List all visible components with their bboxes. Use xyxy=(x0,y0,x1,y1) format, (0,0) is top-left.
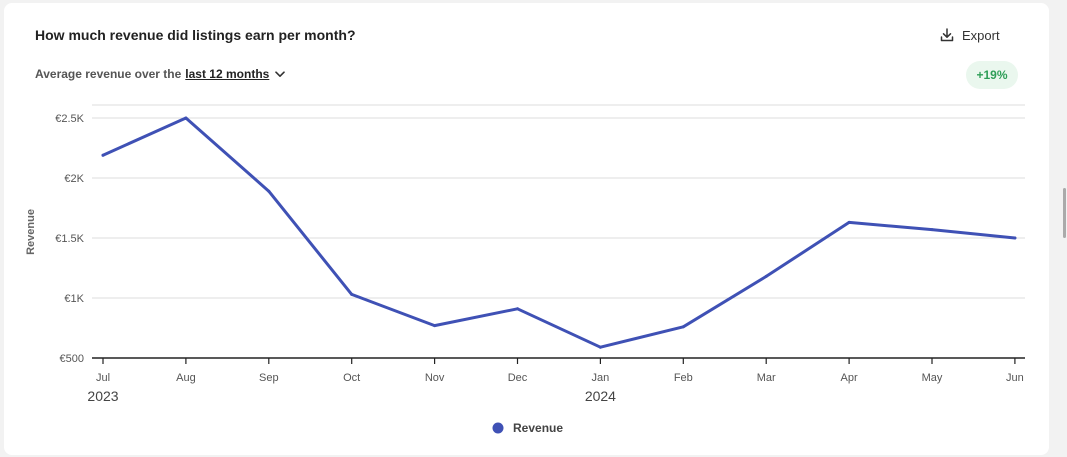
y-tick-label: €1K xyxy=(64,293,84,305)
year-label: 2024 xyxy=(585,388,616,404)
y-tick-label: €2K xyxy=(64,173,84,185)
series-layer xyxy=(101,116,1017,349)
x-tick-label: May xyxy=(922,372,943,384)
data-point xyxy=(930,228,934,232)
y-tick-label: €2.5K xyxy=(55,113,84,125)
series-line-revenue xyxy=(101,116,1017,349)
export-button[interactable]: Export xyxy=(940,24,1000,46)
chevron-down-icon xyxy=(275,67,286,81)
chart-card xyxy=(4,3,1049,455)
legend-marker xyxy=(492,422,504,434)
chart-subtitle: Average revenue over the last 12 months xyxy=(35,67,286,81)
data-point xyxy=(433,324,437,328)
data-point xyxy=(101,153,105,157)
data-point xyxy=(516,307,519,311)
x-tick-label: Sep xyxy=(259,372,279,384)
x-tick-label: Jun xyxy=(1006,372,1024,384)
data-point xyxy=(847,220,851,224)
x-tick-label: Dec xyxy=(508,372,528,384)
grid-lines xyxy=(92,104,1025,299)
data-point xyxy=(681,325,685,329)
download-icon xyxy=(940,28,954,42)
data-point xyxy=(184,116,188,120)
x-tick-label: Aug xyxy=(176,372,196,384)
period-label: last 12 months xyxy=(185,67,270,81)
year-label: 2023 xyxy=(87,388,118,404)
change-badge: +19% xyxy=(966,61,1018,89)
axes: €500 €1K €1.5K €2K €2.5K Jul Aug Sep Oct Nov Dec Ja… xyxy=(55,113,1025,404)
data-point xyxy=(1013,236,1017,240)
export-label: Export xyxy=(962,27,1000,43)
x-tick-label: Apr xyxy=(841,372,858,384)
x-tick-label: Jul xyxy=(96,372,110,384)
y-axis-title: Revenue xyxy=(25,209,37,255)
data-point xyxy=(598,345,602,349)
data-point xyxy=(267,189,271,193)
x-tick-label: Mar xyxy=(757,372,776,384)
x-tick-label: Feb xyxy=(674,372,693,384)
data-point xyxy=(350,292,354,296)
period-selector[interactable]: last 12 months xyxy=(185,67,286,81)
subtitle-prefix: Average revenue over the xyxy=(35,67,182,81)
y-tick-label: €1.5K xyxy=(55,233,84,245)
x-tick-label: Jan xyxy=(592,372,610,384)
x-tick-label: Nov xyxy=(425,372,445,384)
legend: Revenue xyxy=(492,421,563,435)
legend-label: Revenue xyxy=(513,421,563,435)
data-point xyxy=(764,274,768,278)
x-tick-label: Oct xyxy=(343,372,360,384)
scrollbar-thumb[interactable] xyxy=(1063,188,1066,238)
chart-title: How much revenue did listings earn per m… xyxy=(35,27,356,43)
y-tick-label: €500 xyxy=(60,353,84,365)
